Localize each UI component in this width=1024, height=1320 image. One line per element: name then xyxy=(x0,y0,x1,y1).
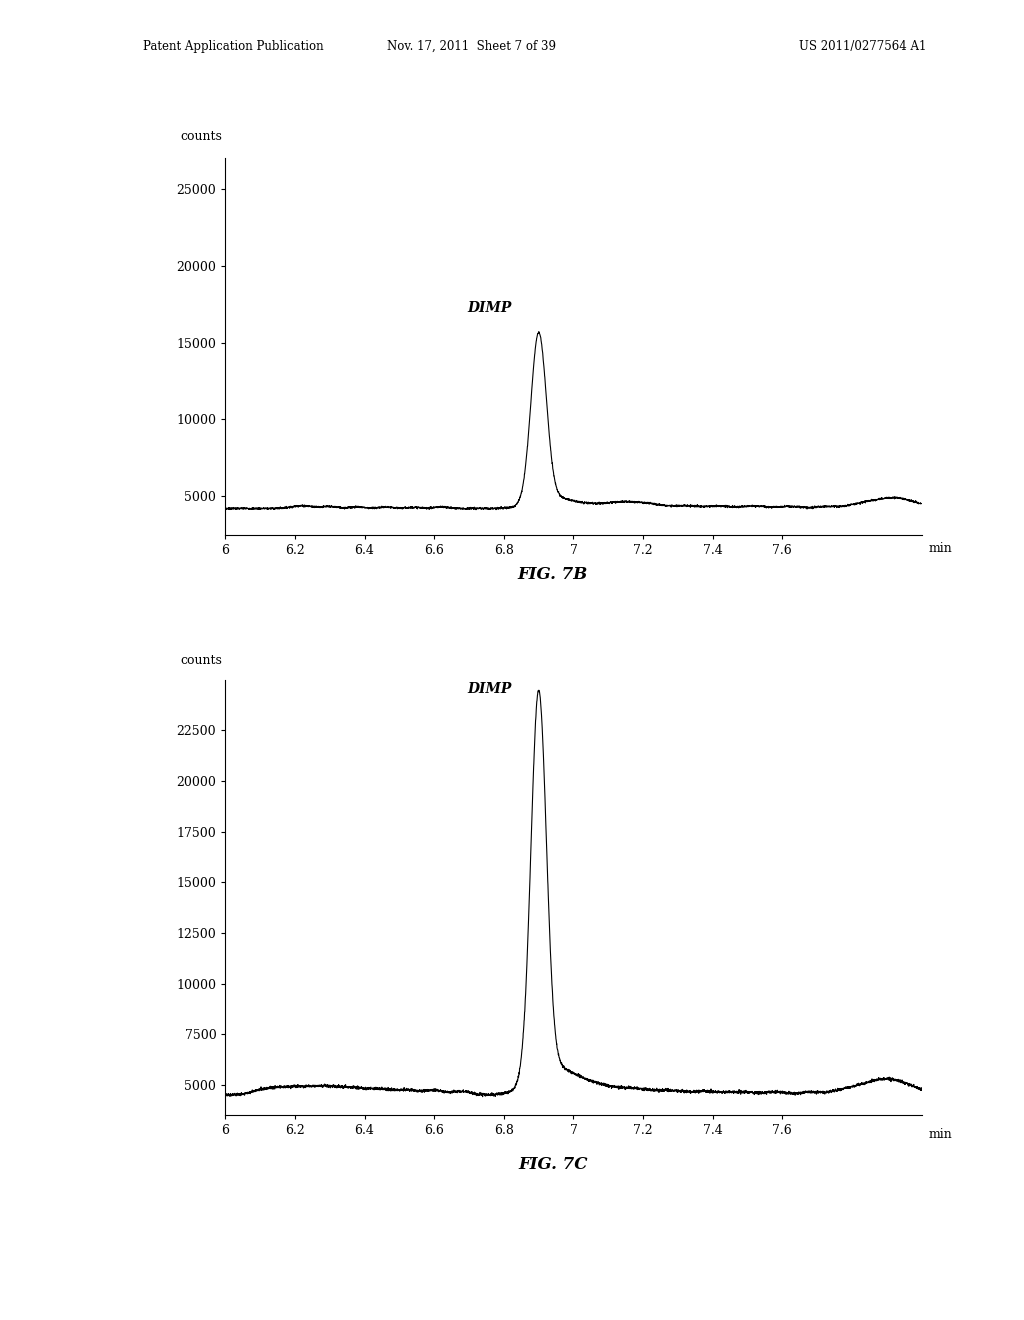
Text: US 2011/0277564 A1: US 2011/0277564 A1 xyxy=(799,40,926,53)
Text: DIMP: DIMP xyxy=(468,301,512,315)
Text: counts: counts xyxy=(180,131,222,144)
Text: DIMP: DIMP xyxy=(468,682,512,696)
Text: Nov. 17, 2011  Sheet 7 of 39: Nov. 17, 2011 Sheet 7 of 39 xyxy=(386,40,556,53)
Text: FIG. 7B: FIG. 7B xyxy=(518,566,588,582)
Text: min: min xyxy=(929,543,952,556)
Text: min: min xyxy=(929,1127,952,1140)
Text: counts: counts xyxy=(180,653,222,667)
Text: Patent Application Publication: Patent Application Publication xyxy=(143,40,324,53)
Text: FIG. 7C: FIG. 7C xyxy=(518,1156,588,1172)
